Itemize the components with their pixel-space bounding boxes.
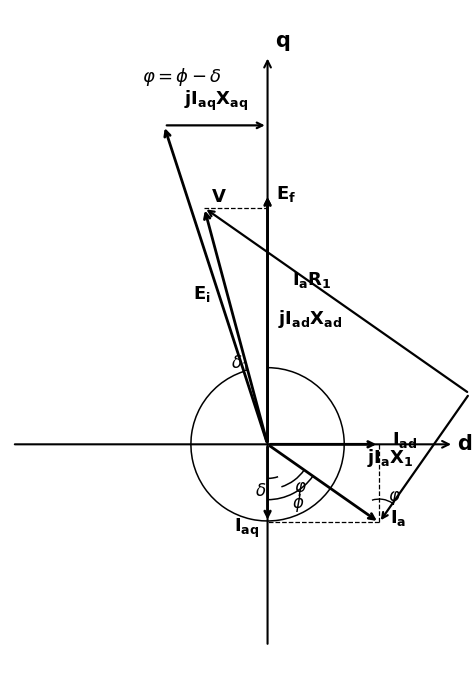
Text: $\mathbf{E_i}$: $\mathbf{E_i}$ bbox=[192, 284, 210, 305]
Text: $\varphi$: $\varphi$ bbox=[294, 480, 307, 498]
Text: $\mathbf{jI_{ad}X_{ad}}$: $\mathbf{jI_{ad}X_{ad}}$ bbox=[278, 308, 342, 330]
Text: $\mathbf{I_{aq}}$: $\mathbf{I_{aq}}$ bbox=[234, 517, 259, 540]
Text: $\varphi$: $\varphi$ bbox=[388, 489, 401, 507]
Text: $\mathbf{jI_{aq}X_{aq}}$: $\mathbf{jI_{aq}X_{aq}}$ bbox=[183, 89, 248, 113]
Text: $\mathbf{E_f}$: $\mathbf{E_f}$ bbox=[276, 184, 296, 204]
Text: $\mathbf{I_a}$: $\mathbf{I_a}$ bbox=[390, 508, 406, 528]
Text: $\delta$: $\delta$ bbox=[255, 482, 266, 500]
Text: $\delta_1$: $\delta_1$ bbox=[231, 353, 249, 374]
Text: $\varphi = \phi - \delta$: $\varphi = \phi - \delta$ bbox=[142, 66, 222, 89]
Text: $\mathbf{q}$: $\mathbf{q}$ bbox=[275, 33, 290, 52]
Text: $\mathbf{V}$: $\mathbf{V}$ bbox=[210, 187, 227, 206]
Text: $\mathbf{I_aR_1}$: $\mathbf{I_aR_1}$ bbox=[292, 270, 331, 290]
Text: $\mathbf{I_{ad}}$: $\mathbf{I_{ad}}$ bbox=[392, 430, 417, 450]
Text: $\mathbf{jI_aX_1}$: $\mathbf{jI_aX_1}$ bbox=[367, 447, 414, 469]
Text: $\mathbf{d}$: $\mathbf{d}$ bbox=[457, 434, 472, 454]
Text: $\phi$: $\phi$ bbox=[292, 492, 304, 514]
